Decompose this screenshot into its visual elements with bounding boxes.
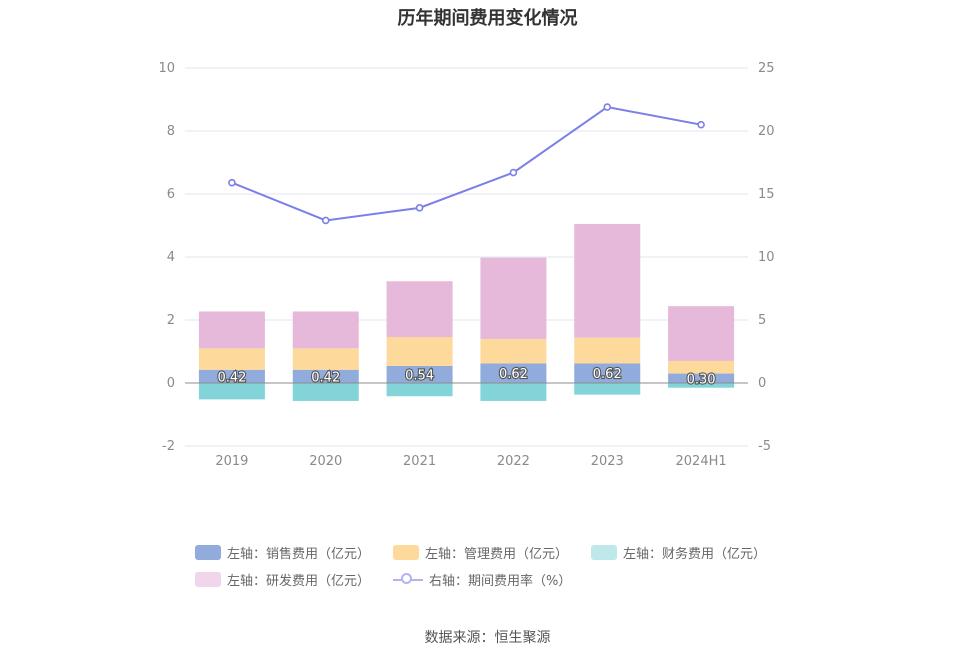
y-right-tick-label: 15 [758, 187, 775, 202]
data-label-sales: 0.42 [311, 370, 340, 385]
bar-rnd [292, 311, 359, 349]
y-left-tick-label: 4 [167, 250, 175, 265]
legend-line-icon [393, 572, 423, 587]
data-label-sales: 0.62 [499, 367, 528, 382]
line-point-expense-rate [603, 103, 612, 111]
y-right-tick-label: 25 [758, 61, 775, 76]
data-label-sales: 0.62 [593, 367, 622, 382]
bar-rnd [198, 311, 265, 349]
x-tick-label: 2019 [215, 454, 248, 469]
legend-item-rnd[interactable]: 左轴：研发费用（亿元） [195, 568, 370, 590]
legend-swatch-admin [393, 544, 419, 560]
line-point-expense-rate [509, 168, 518, 177]
y-left-tick-label: 2 [167, 313, 175, 328]
y-right-tick-label: 5 [758, 313, 766, 328]
y-right-tick-label: 0 [758, 376, 766, 391]
line-point-expense-rate [321, 216, 330, 225]
bar-finance [668, 383, 735, 388]
source-note: 数据来源：恒生聚源 [424, 630, 551, 646]
legend-label-expense-rate: 右轴：期间费用率（%） [429, 573, 572, 589]
bar-sales [386, 365, 453, 383]
legend-swatch-finance [591, 544, 617, 560]
bar-rnd [480, 257, 547, 339]
bar-sales [480, 363, 547, 383]
bar-finance [480, 383, 547, 401]
legend-label-rnd: 左轴：研发费用（亿元） [227, 573, 371, 589]
line-point-expense-rate [415, 204, 424, 212]
x-tick-label: 2023 [591, 454, 624, 469]
x-tick-label: 2021 [403, 454, 436, 469]
bar-sales [668, 373, 735, 383]
bar-admin [386, 337, 453, 366]
legend-swatch-rnd [195, 571, 221, 587]
bar-finance [292, 383, 359, 401]
bar-admin [480, 338, 547, 364]
bar-admin [574, 337, 641, 364]
bar-admin [198, 348, 265, 370]
line-point-expense-rate [228, 178, 236, 187]
data-label-sales: 0.30 [687, 372, 716, 387]
y-left-tick-label: 6 [167, 187, 175, 202]
legend-item-finance[interactable]: 左轴：财务费用（亿元） [591, 541, 766, 563]
x-tick-label: 2020 [309, 454, 342, 469]
legend-item-sales[interactable]: 左轴：销售费用（亿元） [195, 541, 370, 563]
chart-title: 历年期间费用变化情况 [397, 8, 578, 29]
y-left-tick-label: -2 [162, 439, 175, 454]
bar-sales [292, 369, 359, 383]
legend-label-finance: 左轴：财务费用（亿元） [623, 546, 767, 562]
bar-rnd [574, 223, 641, 338]
legend-label-sales: 左轴：销售费用（亿元） [227, 546, 371, 562]
bar-rnd [668, 306, 735, 361]
y-left-tick-label: 0 [167, 376, 175, 391]
bar-sales [574, 363, 641, 383]
y-left-tick-label: 10 [158, 61, 175, 76]
legend-swatch-sales [195, 544, 221, 560]
legend-item-expense-rate[interactable]: 右轴：期间费用率（%） [393, 568, 571, 590]
bar-admin [292, 348, 359, 370]
x-tick-label: 2024H1 [676, 454, 727, 469]
y-right-tick-label: 20 [758, 124, 775, 139]
y-right-tick-label: 10 [758, 250, 775, 265]
bar-admin [668, 360, 735, 374]
x-tick-label: 2022 [497, 454, 530, 469]
data-label-sales: 0.42 [217, 370, 246, 385]
line-point-expense-rate [697, 120, 705, 129]
bar-sales [198, 369, 265, 383]
y-left-tick-label: 8 [167, 124, 175, 139]
line-expense-rate [231, 105, 702, 222]
bar-finance [574, 383, 641, 395]
bar-rnd [386, 281, 453, 338]
legend-item-admin[interactable]: 左轴：管理费用（亿元） [393, 541, 568, 563]
legend-label-admin: 左轴：管理费用（亿元） [425, 546, 569, 562]
data-label-sales: 0.54 [405, 368, 434, 383]
bar-finance [386, 383, 453, 397]
y-right-tick-label: -5 [758, 439, 771, 454]
bar-finance [198, 383, 265, 400]
